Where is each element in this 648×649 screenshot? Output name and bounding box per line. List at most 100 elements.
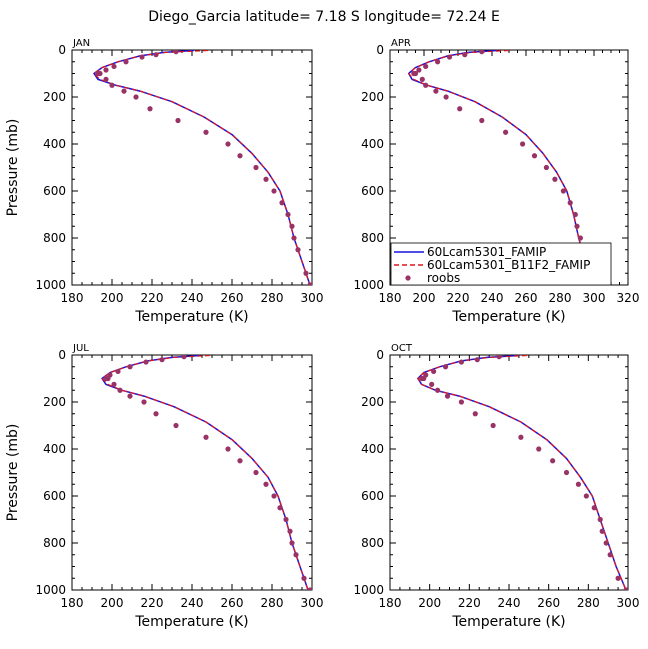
roobs-point (103, 67, 109, 73)
roobs-point (103, 76, 109, 82)
roobs-point (293, 552, 299, 558)
roobs-point (421, 375, 427, 382)
y-tick-label: 600 (43, 489, 66, 503)
roobs-point (423, 63, 429, 70)
y-tick-label: 0 (376, 348, 384, 362)
roobs-point (291, 235, 297, 241)
legend-box (390, 242, 612, 286)
x-tick-label: 220 (458, 596, 481, 610)
x-axis-title: Temperature (K) (134, 309, 248, 325)
series-line-famip (417, 355, 627, 590)
roobs-point (572, 211, 578, 218)
roobs-point (307, 587, 312, 590)
x-tick-label: 240 (481, 291, 504, 305)
roobs-point (574, 223, 580, 229)
plot-frame (389, 354, 629, 591)
y-tick-label: 1000 (353, 583, 384, 597)
roobs-point (147, 106, 153, 112)
panel-jan: JAN 180 200 220 240 260 280 300 0 200 400 600 800 100… (5, 38, 323, 325)
roobs-point (431, 368, 437, 375)
roobs-point (520, 141, 526, 147)
roobs-point (105, 375, 111, 382)
roobs-point (591, 505, 597, 511)
roobs-point (563, 469, 570, 476)
x-tick-label: 300 (583, 291, 606, 305)
panel-jul: JUL 180 200 220 240 260 280 300 0 200 400 600 800 100… (5, 343, 323, 630)
y-tick-label: 400 (43, 442, 66, 456)
roobs-point (295, 247, 301, 253)
y-tick-label: 1000 (35, 278, 66, 292)
roobs-point (531, 153, 538, 159)
x-tick-label: 180 (61, 291, 84, 305)
series-line-b11f2 (408, 50, 595, 285)
roobs-point (552, 176, 558, 182)
roobs-point (287, 528, 293, 534)
legend-marker (405, 275, 411, 281)
y-tick-label: 800 (43, 536, 66, 550)
roobs-point (442, 364, 449, 370)
legend-label: 60Lcam5301_B11F2_FAMIP (427, 258, 590, 272)
panel-oct: OCT 180 200 220 240 260 280 300 0 200 400 600 800 100… (353, 343, 639, 630)
roobs-point (175, 117, 181, 124)
panel-label: OCT (391, 343, 413, 354)
y-tick-label: 400 (361, 442, 384, 456)
roobs-point (583, 493, 589, 499)
roobs-point (303, 270, 309, 276)
roobs-point (462, 52, 468, 58)
roobs-point (560, 188, 567, 194)
x-tick-label: 320 (617, 291, 640, 305)
y-tick-label: 800 (361, 231, 384, 245)
y-tick-label: 800 (43, 231, 66, 245)
roobs-point (496, 355, 502, 360)
roobs-point (133, 94, 139, 100)
roobs-point (279, 200, 285, 206)
roobs-point (423, 82, 429, 88)
y-tick-label: 400 (43, 137, 66, 151)
x-tick-label: 220 (141, 596, 164, 610)
roobs-point (173, 422, 179, 429)
roobs-point (575, 481, 582, 487)
roobs-point (599, 528, 605, 534)
y-tick-label: 200 (361, 395, 384, 409)
roobs-point (543, 164, 550, 171)
roobs-point (433, 88, 439, 94)
roobs-point (283, 516, 289, 523)
x-tick-label: 180 (379, 596, 402, 610)
roobs-point (253, 164, 259, 171)
x-tick-label: 200 (418, 596, 441, 610)
roobs-point (127, 393, 133, 399)
y-tick-label: 0 (58, 43, 66, 57)
roobs-point (121, 88, 127, 94)
x-tick-label: 200 (101, 291, 124, 305)
y-tick-label: 600 (361, 489, 384, 503)
x-tick-label: 280 (261, 291, 284, 305)
roobs-point (503, 129, 509, 135)
roobs-point (127, 364, 133, 370)
x-tick-label: 260 (515, 291, 538, 305)
panel-label: JAN (72, 38, 90, 49)
roobs-point (443, 94, 449, 100)
x-tick-label: 180 (379, 291, 402, 305)
y-tick-label: 200 (361, 90, 384, 104)
legend: 60Lcam5301_FAMIP60Lcam5301_B11F2_FAMIPro… (390, 242, 612, 286)
roobs-point (289, 540, 295, 546)
roobs-point (623, 587, 628, 590)
x-axis-title: Temperature (K) (451, 309, 565, 325)
x-tick-label: 220 (141, 291, 164, 305)
roobs-point (153, 411, 159, 417)
x-tick-label: 260 (221, 596, 244, 610)
roobs-point (123, 59, 129, 65)
roobs-point (435, 59, 441, 65)
x-axis-title: Temperature (K) (134, 614, 248, 630)
roobs-point (474, 357, 480, 363)
x-tick-label: 300 (301, 596, 324, 610)
roobs-point (277, 505, 283, 511)
y-tick-label: 600 (361, 184, 384, 198)
roobs-point (141, 399, 147, 405)
y-tick-label: 1000 (35, 583, 66, 597)
series-line-b11f2 (417, 355, 627, 590)
roobs-point (577, 235, 584, 241)
series-line-b11f2 (101, 355, 309, 590)
roobs-point (271, 493, 277, 499)
roobs-point (550, 458, 556, 464)
